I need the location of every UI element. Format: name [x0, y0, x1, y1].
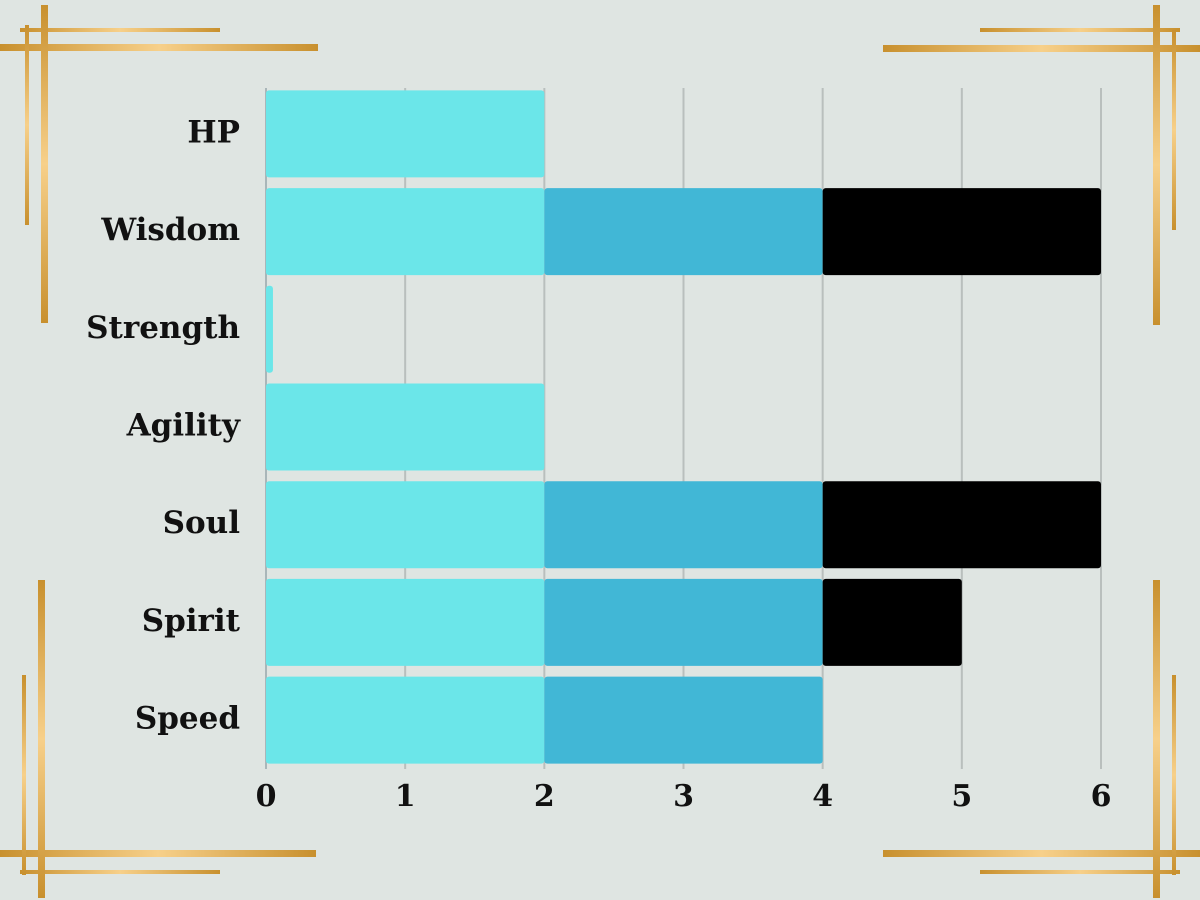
y-tick-label: Spirit — [142, 603, 241, 639]
y-tick-label: HP — [187, 114, 240, 150]
bar-segment — [544, 578, 823, 666]
bar-segment — [266, 90, 545, 178]
bar-segment — [266, 188, 545, 276]
bar-segment — [266, 383, 545, 471]
bar-segment — [822, 481, 1101, 569]
bar-segment — [266, 285, 273, 373]
x-tick-label: 6 — [1091, 779, 1112, 814]
x-tick-label: 5 — [951, 779, 972, 814]
bar-segment — [266, 481, 545, 569]
bar-segment — [544, 188, 823, 276]
y-tick-label: Speed — [135, 701, 240, 737]
x-tick-label: 1 — [395, 779, 416, 814]
bar-segment — [822, 188, 1101, 276]
bar-segment — [266, 676, 545, 764]
x-tick-label: 3 — [673, 779, 694, 814]
y-tick-label: Strength — [86, 310, 240, 346]
frame-decoration — [0, 5, 1200, 898]
bar-segment — [544, 676, 823, 764]
x-tick-label: 4 — [812, 779, 833, 814]
bar-segment — [822, 578, 962, 666]
x-tick-label: 0 — [256, 779, 277, 814]
bar-segment — [544, 481, 823, 569]
bar-segment — [266, 578, 545, 666]
y-tick-label: Wisdom — [100, 212, 240, 248]
y-tick-label: Agility — [126, 408, 241, 444]
y-tick-label: Soul — [163, 505, 240, 541]
x-tick-label: 2 — [534, 779, 555, 814]
